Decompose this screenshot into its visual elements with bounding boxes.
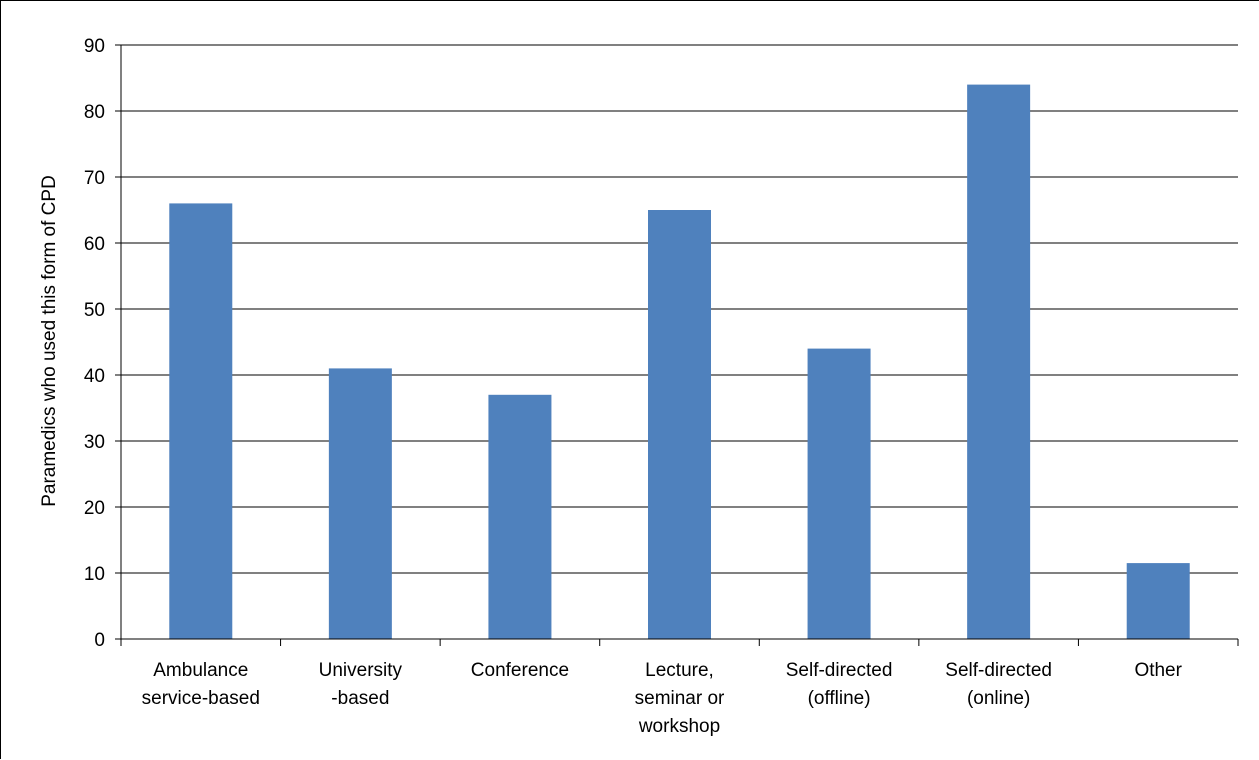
y-axis-title: Paramedics who used this form of CPD [39, 175, 60, 507]
bar [807, 348, 871, 639]
y-tick-label: 50 [84, 300, 105, 321]
bar [169, 203, 233, 639]
x-tick-label: Self-directed (online) [945, 660, 1052, 709]
bar [488, 394, 552, 639]
bars [169, 84, 1190, 640]
labels: 0 10 20 30 40 50 60 70 80 90 Ambulance service-base… [84, 36, 1183, 737]
x-tick-label: Other [1134, 660, 1182, 681]
axes [115, 44, 1239, 646]
y-tick-label: 70 [84, 168, 105, 189]
y-tick-label: 10 [84, 564, 105, 585]
y-tick-label: 40 [84, 366, 105, 387]
bar [648, 210, 711, 639]
x-tick-label: Lecture, seminar or workshop [635, 660, 725, 737]
y-tick-label: 80 [84, 102, 105, 123]
y-tick-label: 30 [84, 432, 105, 453]
y-tick-label: 20 [84, 498, 105, 519]
bar [328, 368, 392, 639]
x-tick-label: Self-directed (offline) [786, 660, 893, 709]
x-tick-label: Conference [471, 660, 569, 681]
y-tick-label: 90 [84, 36, 105, 57]
y-tick-label: 60 [84, 234, 105, 255]
x-tick-label: University -based [319, 660, 403, 709]
x-tick-label: Ambulance service-based [142, 660, 260, 709]
y-tick-label: 0 [94, 630, 105, 651]
bar [967, 84, 1031, 640]
bar [1126, 563, 1190, 639]
